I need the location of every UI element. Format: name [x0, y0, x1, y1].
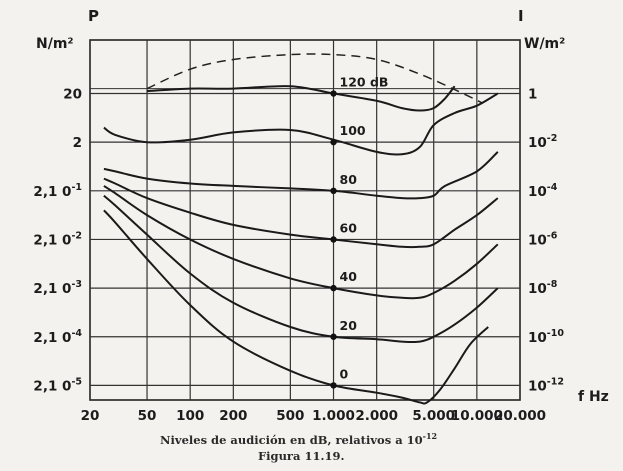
point-1000hz-60 [330, 236, 337, 243]
series-label-0: 0 [340, 366, 349, 381]
left-tick-100: 2 [73, 135, 82, 151]
curve-0 [103, 209, 489, 405]
left-tick-60: 2,1 0-2 [33, 230, 82, 248]
series-label-80: 80 [340, 172, 358, 187]
dashed-envelope [146, 53, 484, 104]
series-curves [103, 85, 499, 405]
curve-120-db [146, 85, 456, 112]
left-axis-unit: N/m² [36, 36, 74, 52]
series-reference-points [330, 90, 337, 389]
right-tick-80: 10-4 [528, 182, 558, 200]
series-label-120-db: 120 dB [340, 75, 389, 90]
axis-titles: P N/m² I W/m² f Hz [36, 7, 609, 405]
caption-text: Niveles de audición en dB, relativos a 1… [160, 431, 437, 447]
right-tick-100: 10-2 [528, 133, 557, 151]
x-tick-100: 100 [176, 408, 204, 424]
series-labels: 120 dB 100 80 60 40 20 0 [340, 75, 389, 382]
axis-tick-labels: 20 2 2,1 0-1 2,1 0-2 2,1 0-3 2,1 0-4 2,1 0-5 1 1… [33, 87, 564, 424]
left-axis-symbol: P [88, 7, 99, 25]
left-tick-120: 20 [63, 87, 82, 103]
x-tick-2000: 2.000 [355, 408, 398, 424]
left-tick-80: 2,1 0-1 [33, 182, 82, 200]
x-tick-5000: 5.000 [412, 408, 455, 424]
left-tick-20: 2,1 0-4 [33, 328, 82, 346]
curve-100 [103, 92, 499, 156]
series-label-60: 60 [340, 220, 358, 235]
point-1000hz-40 [330, 284, 337, 292]
x-tick-20: 20 [81, 408, 100, 424]
right-tick-20: 10-10 [528, 328, 564, 346]
point-1000hz-0 [330, 382, 337, 389]
series-label-20: 20 [340, 318, 358, 333]
right-tick-120: 1 [528, 87, 537, 103]
curve-40 [103, 185, 499, 300]
left-tick-0: 2,1 0-5 [33, 376, 82, 394]
right-tick-0: 10-12 [528, 376, 564, 394]
point-1000hz-120-db [330, 90, 337, 97]
right-axis-unit: W/m² [524, 36, 565, 52]
caption-exponent: -12 [423, 431, 437, 441]
left-tick-40: 2,1 0-3 [33, 279, 82, 297]
figure-caption: Niveles de audición en dB, relativos a 1… [160, 431, 437, 463]
x-tick-500: 500 [276, 408, 304, 424]
figure-label: Figura 11.19. [258, 449, 344, 463]
series-label-40: 40 [340, 269, 358, 284]
right-axis-symbol: I [518, 7, 524, 25]
x-tick-10000: 10.000 [451, 408, 503, 424]
point-1000hz-100 [330, 138, 337, 146]
dashed-envelope-curve [146, 53, 484, 104]
x-axis-unit: f Hz [578, 389, 609, 405]
x-tick-1000: 1.000 [312, 408, 355, 424]
right-tick-60: 10-6 [528, 230, 558, 248]
x-tick-200: 200 [219, 408, 247, 424]
series-label-100: 100 [340, 123, 366, 138]
curve-20 [103, 194, 499, 344]
curve-80 [103, 151, 499, 200]
x-tick-20000: 20.000 [494, 408, 546, 424]
point-1000hz-80 [330, 187, 337, 195]
curve-60 [103, 177, 499, 249]
right-tick-40: 10-8 [528, 279, 558, 297]
x-tick-50: 50 [138, 408, 157, 424]
point-1000hz-20 [330, 333, 337, 340]
